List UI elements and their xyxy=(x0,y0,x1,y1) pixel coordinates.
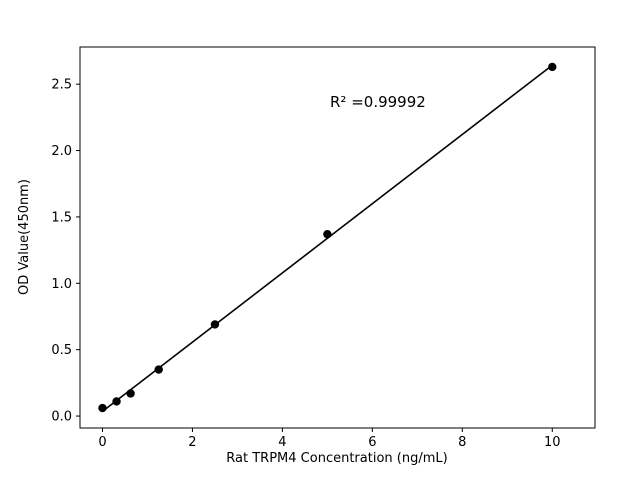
r-squared-annotation: R² =0.99992 xyxy=(330,93,426,111)
y-tick-label: 0.5 xyxy=(51,343,72,358)
data-point xyxy=(210,320,220,329)
y-tick-label: 0.0 xyxy=(51,410,72,425)
data-point xyxy=(98,403,107,413)
x-tick-label: 2 xyxy=(188,435,196,450)
data-point xyxy=(112,397,121,406)
data-point xyxy=(548,62,557,72)
x-axis-label: Rat TRPM4 Concentration (ng/mL) xyxy=(226,451,447,466)
plot-frame xyxy=(79,46,596,429)
y-tick-label: 2.5 xyxy=(51,78,72,93)
data-point xyxy=(126,389,135,398)
x-tick-label: 0 xyxy=(98,435,106,450)
x-tick-label: 10 xyxy=(544,435,561,450)
y-tick-label: 1.0 xyxy=(51,277,72,292)
y-tick-label: 1.5 xyxy=(51,210,72,225)
x-tick-label: 8 xyxy=(458,435,466,450)
x-tick-label: 4 xyxy=(278,435,286,450)
x-tick-label: 6 xyxy=(368,435,376,450)
y-axis-label: OD Value(450nm) xyxy=(17,179,32,295)
data-point xyxy=(154,365,163,374)
data-point xyxy=(323,229,332,239)
y-tick-label: 2.0 xyxy=(51,144,72,159)
plot-area: 0 2 4 6 8 10 0.0 0.5 1.0 1.5 2.0 2.5 xyxy=(51,46,596,450)
